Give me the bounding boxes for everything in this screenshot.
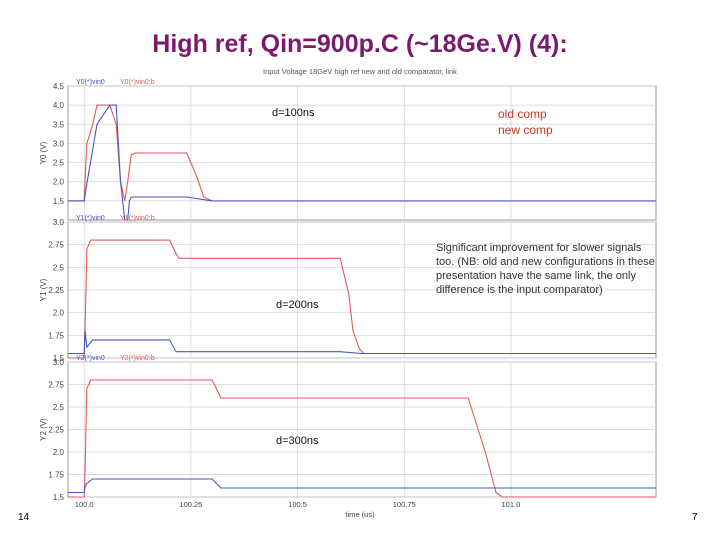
x-axis-label: time (us) — [345, 510, 375, 519]
series-header-new: Y0(*)vin0 — [76, 79, 105, 86]
legend: old comp new comp — [498, 106, 553, 138]
y-tick-label: 4.0 — [53, 101, 65, 110]
x-tick-label: 100.0 — [75, 500, 94, 509]
series-line-old-comp — [68, 239, 383, 359]
x-tick-label: 100.75 — [393, 500, 416, 509]
series-header-old: Y0(*)vin0:b — [120, 79, 155, 86]
y-tick-label: 2.25 — [48, 426, 64, 435]
y-tick-label: 3.0 — [53, 139, 65, 148]
series-line-new-comp — [68, 478, 656, 494]
series-line-new-comp — [68, 330, 656, 355]
y-tick-label: 2.0 — [53, 309, 65, 318]
slide-number-left: 14 — [18, 512, 30, 523]
y-tick-label: 4.5 — [53, 82, 65, 91]
series-line-new-comp — [68, 104, 656, 221]
legend-new-comp: new comp — [498, 123, 553, 137]
x-tick-label: 100.5 — [288, 500, 307, 509]
y-tick-label: 1.5 — [53, 197, 65, 206]
series-line-old-comp — [68, 379, 656, 498]
y-tick-label: 2.5 — [53, 403, 65, 412]
slide-number-right: 7 — [692, 512, 698, 523]
delay-annotation: d=200ns — [276, 299, 319, 311]
y-tick-label: 2.25 — [48, 286, 64, 295]
y-tick-label: 3.0 — [53, 218, 65, 227]
legend-old-comp: old comp — [498, 107, 547, 121]
y-tick-label: 1.5 — [53, 493, 65, 502]
series-header-old: Y2(*)vin0:b — [120, 355, 155, 362]
note-text: Significant improvement for slower signa… — [436, 242, 655, 296]
y-tick-label: 2.75 — [48, 241, 64, 250]
series-header-new: Y1(*)vin0 — [76, 215, 105, 222]
series-header-new: Y2(*)vin0 — [76, 355, 105, 362]
chart-title: Input Voltage 18GeV high ref new and old… — [263, 67, 457, 76]
y-axis-label: Y0 (V) — [39, 141, 48, 164]
y-tick-label: 2.5 — [53, 159, 65, 168]
x-tick-label: 100.25 — [179, 500, 202, 509]
delay-annotation: d=100ns — [272, 107, 315, 119]
y-tick-label: 3.0 — [53, 358, 65, 367]
slide-title: High ref, Qin=900p.C (~18Ge.V) (4): — [152, 30, 568, 58]
y-tick-label: 2.0 — [53, 448, 65, 457]
y-tick-label: 2.75 — [48, 381, 64, 390]
y-tick-label: 3.5 — [53, 120, 65, 129]
y-tick-label: 1.5 — [53, 354, 65, 363]
y-axis-label: Y1 (V) — [39, 278, 48, 301]
x-tick-label: 101.0 — [502, 500, 521, 509]
y-tick-label: 1.75 — [48, 331, 64, 340]
series-header-old: Y1(*)vin0:b — [120, 215, 155, 222]
delay-annotation: d=300ns — [276, 435, 319, 447]
y-tick-label: 1.75 — [48, 471, 64, 480]
y-tick-label: 2.5 — [53, 263, 65, 272]
y-axis-label: Y2 (V) — [39, 418, 48, 441]
y-tick-label: 2.0 — [53, 178, 65, 187]
